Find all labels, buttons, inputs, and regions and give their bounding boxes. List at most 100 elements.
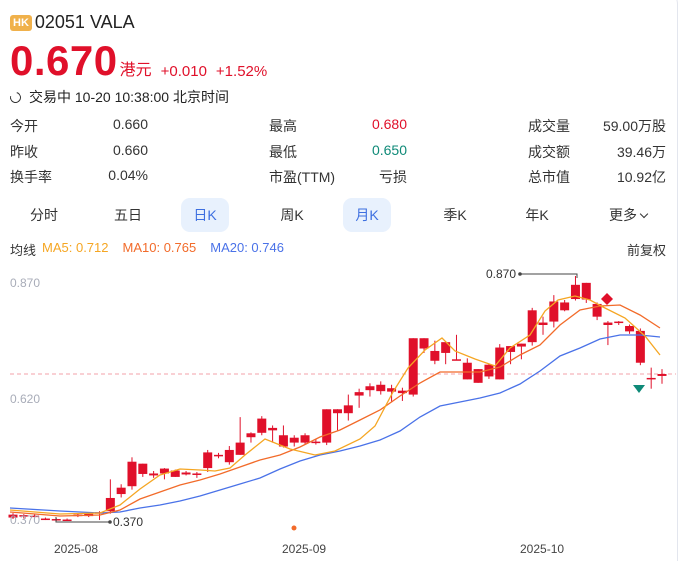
ma20-line — [9, 334, 661, 514]
currency: 港元 — [119, 62, 152, 79]
price-change-pct: +1.52% — [215, 63, 268, 80]
y-axis-labels: 0.870 0.620 — [10, 276, 40, 406]
candle-body — [8, 514, 18, 518]
svg-text:0.870: 0.870 — [486, 267, 516, 281]
stat-label: 成交额 — [528, 144, 570, 160]
x-tick-label: 2025-08 — [54, 542, 98, 556]
candle-body — [462, 362, 472, 380]
candle-body — [138, 463, 148, 474]
stats-row: 昨收 0.660 最低 0.650 成交额 39.46万 — [0, 142, 685, 164]
candle-body — [116, 487, 126, 495]
candle-body — [181, 472, 191, 475]
candle-body — [581, 282, 591, 300]
candle-body — [430, 350, 440, 361]
status-text: 交易中 10-20 10:38:00 北京时间 — [29, 89, 229, 105]
candle-body — [322, 409, 332, 443]
candle-body — [40, 518, 50, 521]
candle-body — [441, 342, 451, 353]
candle-body — [560, 302, 570, 311]
candle-body — [214, 454, 224, 457]
candle-body — [625, 325, 635, 332]
candle-body — [311, 441, 321, 444]
stock-header: HK 02051 VALA — [10, 12, 135, 33]
candle-body — [549, 301, 559, 322]
event-dot-icon[interactable] — [291, 525, 297, 531]
candle-body — [159, 468, 169, 474]
candle-body — [516, 343, 526, 347]
candle-body — [527, 310, 537, 343]
candle-body — [635, 330, 645, 363]
kline-chart[interactable]: 0.870 0.620 0.370 0.870 0.370 2025-08 20… — [0, 262, 685, 561]
candle-body — [224, 449, 234, 463]
y-tick-label: 0.370 — [10, 513, 40, 527]
stats-row: 今开 0.660 最高 0.680 成交量 59.00万股 — [0, 116, 685, 138]
price-change: +0.010 — [160, 63, 207, 80]
tab-more[interactable]: 更多 — [598, 198, 658, 232]
tab-five-day[interactable]: 五日 — [114, 207, 142, 223]
stat-label: 昨收 — [10, 144, 38, 160]
stat-label: 成交量 — [528, 118, 570, 134]
trading-status: 交易中 10-20 10:38:00 北京时间 — [7, 87, 229, 107]
stat-value: 亏损 — [379, 169, 407, 185]
candle-body — [170, 470, 180, 477]
tab-yearly-k[interactable]: 年K — [525, 207, 549, 223]
stock-title: 02051 VALA — [34, 12, 135, 32]
x-tick-label: 2025-10 — [520, 542, 564, 556]
tab-intraday[interactable]: 分时 — [30, 207, 58, 223]
candle-body — [246, 433, 256, 438]
candle-body — [603, 322, 613, 325]
candle-body — [484, 364, 494, 377]
candle-body — [268, 427, 278, 431]
candle-body — [376, 384, 386, 392]
candles — [8, 276, 667, 522]
svg-text:0.370: 0.370 — [113, 515, 143, 529]
tab-more-label: 更多 — [609, 207, 637, 223]
tab-weekly-k[interactable]: 周K — [280, 207, 304, 223]
stat-label: 换手率 — [10, 169, 52, 185]
candle-body — [149, 473, 159, 476]
candle-body — [592, 303, 602, 317]
stat-value: 0.650 — [371, 142, 407, 158]
candle-body — [278, 435, 288, 447]
candle-body — [397, 390, 407, 394]
stat-value: 39.46万 — [616, 144, 666, 160]
min-annotation: 0.370 — [55, 515, 143, 529]
ma5-line — [9, 295, 661, 515]
x-axis-labels: 2025-08 2025-09 2025-10 — [54, 542, 564, 556]
candle-body — [62, 519, 72, 522]
last-price: 0.670 — [10, 37, 118, 84]
candle-body — [343, 405, 353, 414]
stat-label: 今开 — [10, 118, 38, 134]
candle-body — [300, 435, 310, 443]
y-tick-label: 0.620 — [10, 392, 40, 406]
candle-body — [127, 461, 137, 487]
stats-row: 换手率 0.04% 市盈(TTM) 亏损 总市值 10.92亿 — [0, 167, 685, 189]
sell-signal-diamond-icon — [601, 293, 613, 305]
stat-value: 0.660 — [112, 142, 148, 158]
ma-legend-title: 均线 — [10, 243, 37, 258]
tab-quarterly-k[interactable]: 季K — [443, 207, 467, 223]
candle-body — [203, 452, 213, 469]
tab-daily-k[interactable]: 日K — [181, 198, 229, 232]
tab-monthly-k[interactable]: 月K — [343, 198, 391, 232]
ma5-label: MA5: 0.712 — [42, 240, 109, 255]
candle-body — [451, 359, 461, 361]
candle-body — [646, 377, 656, 380]
candle-body — [289, 437, 299, 443]
market-badge: HK — [10, 14, 32, 31]
buy-signal-triangle-icon — [633, 385, 645, 393]
stat-label: 最低 — [269, 144, 297, 160]
stat-value: 59.00万股 — [602, 118, 666, 134]
candle-body — [105, 497, 115, 512]
period-tabs: 分时 五日 日K 周K 月K 季K 年K 更多 — [0, 198, 685, 232]
candle-body — [333, 409, 342, 414]
adjust-toggle[interactable]: 前复权 — [626, 243, 666, 258]
stat-value: 0.660 — [112, 116, 148, 132]
candle-body — [473, 369, 483, 383]
y-tick-label: 0.870 — [10, 276, 40, 290]
candle-body — [538, 322, 548, 325]
candle-body — [419, 338, 429, 349]
ma10-label: MA10: 0.765 — [122, 240, 197, 255]
candle-body — [192, 473, 202, 475]
